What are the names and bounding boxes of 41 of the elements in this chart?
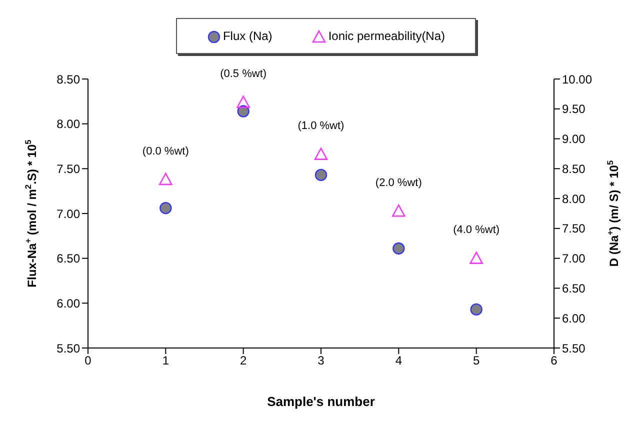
- y2-tick-label: 5.50: [562, 341, 586, 356]
- y2-tick-label: 7.50: [562, 222, 586, 236]
- y2-tick-label: 10.00: [562, 72, 592, 86]
- x-tick-label: 0: [84, 354, 92, 368]
- x-tick-label: 3: [318, 354, 325, 368]
- y-tick-label: 8.00: [56, 117, 80, 132]
- annotation: (1.0 %wt): [298, 120, 344, 132]
- point: [314, 168, 328, 182]
- y2-tick-label: 8.50: [562, 162, 586, 176]
- x-tick-label: 2: [240, 354, 247, 368]
- x-axis-title: Sample's number: [267, 394, 375, 409]
- x-tick-label: 4: [395, 354, 402, 368]
- annotation: (4.0 %wt): [453, 224, 500, 236]
- y2-tick-label: 6.00: [562, 311, 586, 326]
- annotation: (0.5 %wt): [220, 68, 267, 80]
- y2-tick-label: 7.00: [562, 252, 586, 266]
- y-tick-label: 6.00: [56, 296, 80, 310]
- y-tick-label: 8.50: [56, 72, 80, 86]
- x-tick-label: 5: [472, 354, 480, 368]
- y2-tick-label: 8.00: [562, 192, 586, 206]
- x-tick-label: 6: [550, 354, 558, 368]
- y2-tick-label: 6.50: [562, 281, 586, 296]
- legend-label: Ionic permeability(Na): [327, 29, 446, 43]
- point: [314, 148, 328, 160]
- y-tick-label: 7.00: [56, 206, 80, 221]
- point: [236, 96, 250, 108]
- y-tick-label: 7.50: [56, 162, 80, 176]
- annotation: (0.0 %wt): [142, 145, 189, 158]
- point: [159, 172, 172, 186]
- y2-tick-label: 9.50: [562, 102, 586, 116]
- annotation: (2.0 %wt): [375, 177, 422, 190]
- x-tick-label: 1: [162, 354, 170, 368]
- point: [470, 303, 482, 316]
- point: [160, 202, 172, 214]
- point: [470, 252, 483, 264]
- y-tick-label: 5.50: [56, 341, 80, 356]
- point: [392, 204, 406, 217]
- point: [392, 242, 405, 255]
- legend-label: Flux (Na): [222, 29, 272, 43]
- y-tick-label: 6.50: [56, 252, 80, 266]
- y2-tick-label: 9.00: [562, 132, 586, 146]
